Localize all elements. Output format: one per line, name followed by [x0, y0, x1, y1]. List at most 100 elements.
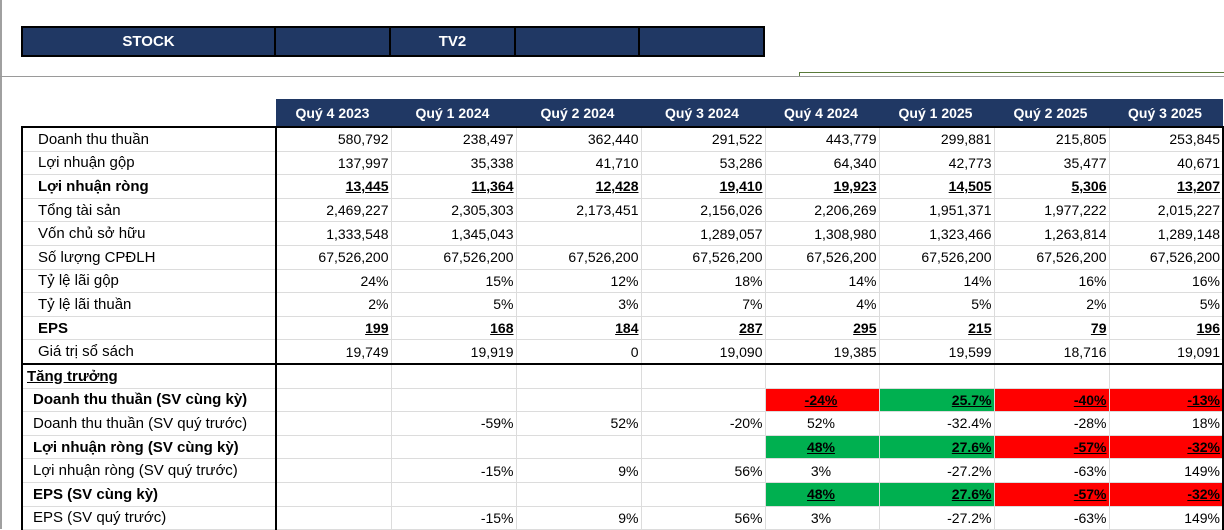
row-label[interactable]: Doanh thu thuần (SV cùng kỳ): [21, 388, 277, 413]
cell-value[interactable]: 13,445: [276, 174, 392, 199]
cell-value[interactable]: 9%: [516, 458, 642, 483]
cell-value[interactable]: -32.4%: [879, 411, 995, 436]
cell-value[interactable]: 67,526,200: [994, 245, 1110, 270]
cell-value[interactable]: [276, 362, 392, 389]
cell-value[interactable]: 2,156,026: [641, 198, 766, 223]
cell-value[interactable]: 9%: [516, 506, 642, 530]
cell-value[interactable]: 19,599: [879, 339, 995, 365]
cell-value[interactable]: 5%: [391, 292, 517, 317]
row-label[interactable]: Tỷ lệ lãi gộp: [21, 269, 277, 294]
cell-value[interactable]: 56%: [641, 458, 766, 483]
cell-value[interactable]: 16%: [994, 269, 1110, 294]
cell-value[interactable]: 56%: [641, 506, 766, 530]
column-header-quý-1-2024[interactable]: Quý 1 2024: [391, 99, 516, 127]
cell-value[interactable]: 40,671: [1109, 151, 1224, 176]
cell-value[interactable]: -63%: [994, 506, 1110, 530]
cell-value[interactable]: 67,526,200: [516, 245, 642, 270]
column-header-quý-2-2024[interactable]: Quý 2 2024: [516, 99, 641, 127]
cell-value[interactable]: 18%: [1109, 411, 1224, 436]
row-label[interactable]: Tỷ lệ lãi thuần: [21, 292, 277, 317]
cell-value[interactable]: 1,289,057: [641, 221, 766, 246]
cell-value[interactable]: 14%: [765, 269, 880, 294]
cell-value[interactable]: 67,526,200: [276, 245, 392, 270]
cell-value[interactable]: 19,410: [641, 174, 766, 199]
cell-value[interactable]: 2,173,451: [516, 198, 642, 223]
cell-value[interactable]: [994, 362, 1110, 389]
cell-value[interactable]: 2%: [994, 292, 1110, 317]
cell-value[interactable]: -32%: [1109, 482, 1224, 507]
cell-value[interactable]: [276, 388, 392, 413]
row-label[interactable]: Vốn chủ sở hữu: [21, 221, 277, 246]
cell-value[interactable]: 287: [641, 316, 766, 341]
cell-value[interactable]: 299,881: [879, 125, 995, 152]
cell-value[interactable]: -57%: [994, 482, 1110, 507]
cell-value[interactable]: 19,091: [1109, 339, 1224, 365]
cell-value[interactable]: [276, 458, 392, 483]
row-label[interactable]: Lợi nhuận ròng (SV quý trước): [21, 458, 277, 483]
cell-value[interactable]: 35,338: [391, 151, 517, 176]
cell-value[interactable]: 238,497: [391, 125, 517, 152]
growth-section-title[interactable]: Tăng trưởng: [21, 362, 277, 389]
cell-value[interactable]: -63%: [994, 458, 1110, 483]
cell-value[interactable]: [276, 482, 392, 507]
cell-value[interactable]: 168: [391, 316, 517, 341]
cell-value[interactable]: [879, 362, 995, 389]
cell-value[interactable]: [276, 435, 392, 460]
row-label[interactable]: Lợi nhuận ròng: [21, 174, 277, 199]
cell-value[interactable]: 196: [1109, 316, 1224, 341]
cell-value[interactable]: [641, 388, 766, 413]
cell-value[interactable]: 4%: [765, 292, 880, 317]
cell-value[interactable]: [391, 435, 517, 460]
cell-value[interactable]: -24%: [765, 388, 880, 413]
cell-value[interactable]: -32%: [1109, 435, 1224, 460]
cell-value[interactable]: 53,286: [641, 151, 766, 176]
row-label[interactable]: EPS (SV cùng kỳ): [21, 482, 277, 507]
cell-value[interactable]: 48%: [765, 435, 880, 460]
cell-value[interactable]: 67,526,200: [391, 245, 517, 270]
cell-value[interactable]: 149%: [1109, 506, 1224, 530]
cell-value[interactable]: -27.2%: [879, 506, 995, 530]
cell-value[interactable]: [516, 388, 642, 413]
cell-value[interactable]: [641, 362, 766, 389]
cell-value[interactable]: 2,469,227: [276, 198, 392, 223]
cell-value[interactable]: 199: [276, 316, 392, 341]
cell-value[interactable]: 25.7%: [879, 388, 995, 413]
cell-value[interactable]: 12%: [516, 269, 642, 294]
cell-value[interactable]: -13%: [1109, 388, 1224, 413]
cell-value[interactable]: 2,015,227: [1109, 198, 1224, 223]
cell-value[interactable]: 2%: [276, 292, 392, 317]
cell-value[interactable]: 14%: [879, 269, 995, 294]
cell-value[interactable]: -15%: [391, 506, 517, 530]
cell-value[interactable]: -59%: [391, 411, 517, 436]
column-header-quý-4-2023[interactable]: Quý 4 2023: [276, 99, 391, 127]
row-label[interactable]: Giá trị sổ sách: [21, 339, 277, 365]
cell-value[interactable]: 1,951,371: [879, 198, 995, 223]
cell-value[interactable]: -40%: [994, 388, 1110, 413]
cell-value[interactable]: 19,919: [391, 339, 517, 365]
cell-value[interactable]: 11,364: [391, 174, 517, 199]
cell-value[interactable]: [641, 435, 766, 460]
cell-value[interactable]: 19,749: [276, 339, 392, 365]
row-label[interactable]: Doanh thu thuần (SV quý trước): [21, 411, 277, 436]
cell-value[interactable]: 5%: [879, 292, 995, 317]
cell-value[interactable]: 19,385: [765, 339, 880, 365]
cell-value[interactable]: 1,333,548: [276, 221, 392, 246]
cell-value[interactable]: 1,977,222: [994, 198, 1110, 223]
cell-value[interactable]: 13,207: [1109, 174, 1224, 199]
cell-value[interactable]: [391, 482, 517, 507]
cell-value[interactable]: 149%: [1109, 458, 1224, 483]
cell-value[interactable]: -20%: [641, 411, 766, 436]
cell-value[interactable]: [276, 411, 392, 436]
cell-value[interactable]: 1,345,043: [391, 221, 517, 246]
row-label[interactable]: EPS (SV quý trước): [21, 506, 277, 530]
cell-value[interactable]: [276, 506, 392, 530]
cell-value[interactable]: 42,773: [879, 151, 995, 176]
cell-value[interactable]: 1,308,980: [765, 221, 880, 246]
column-header-quý-2-2025[interactable]: Quý 2 2025: [994, 99, 1109, 127]
cell-value[interactable]: 295: [765, 316, 880, 341]
cell-value[interactable]: [391, 362, 517, 389]
cell-value[interactable]: 67,526,200: [765, 245, 880, 270]
cell-value[interactable]: 67,526,200: [641, 245, 766, 270]
cell-value[interactable]: 79: [994, 316, 1110, 341]
cell-value[interactable]: 67,526,200: [879, 245, 995, 270]
